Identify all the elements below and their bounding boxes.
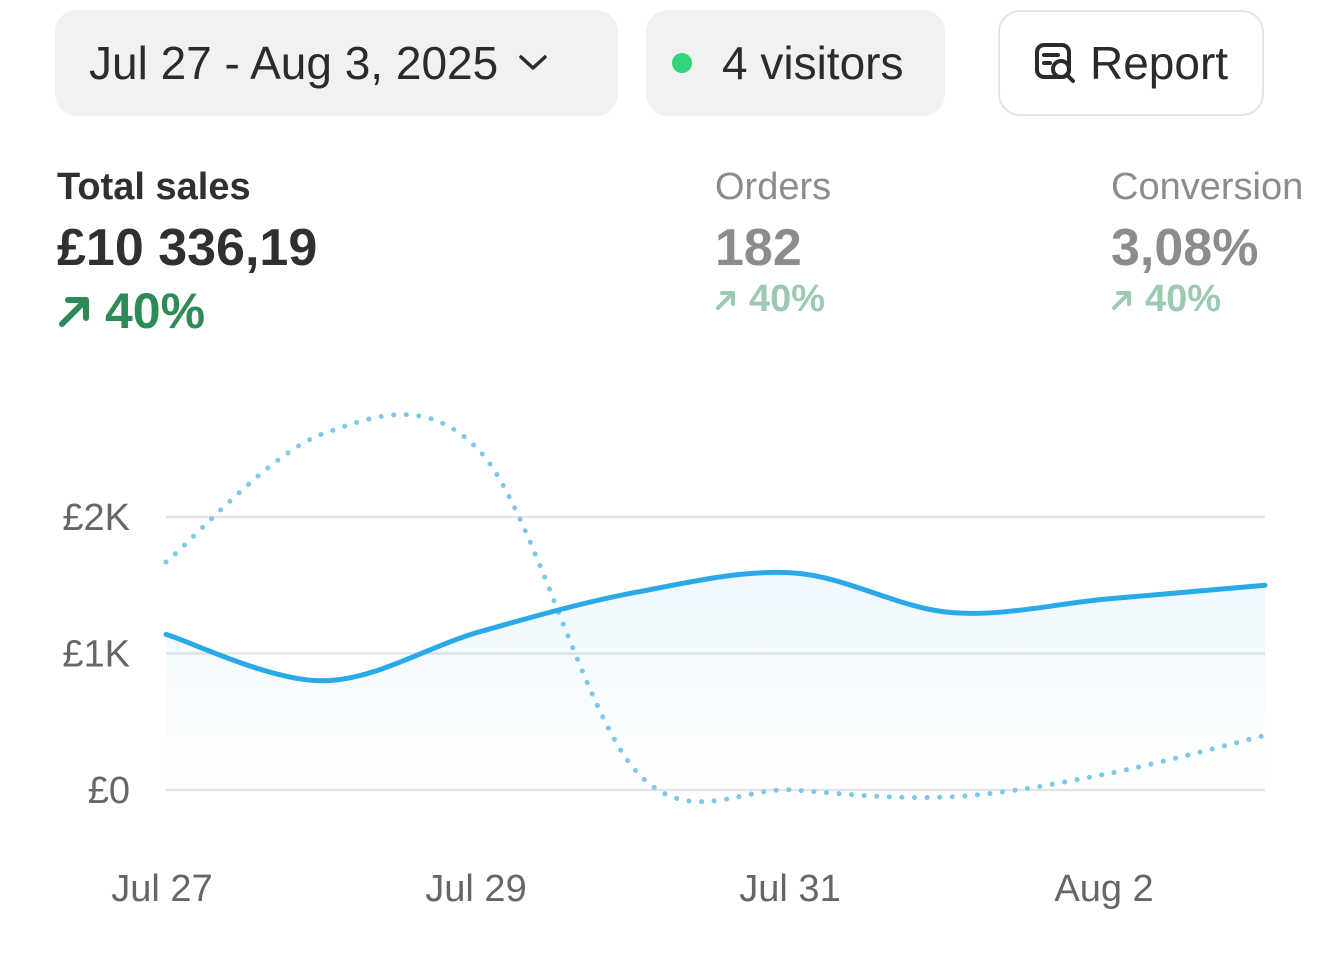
current-data-point[interactable] [317,675,329,687]
x-tick-label: Aug 2 [1054,868,1153,910]
y-tick-label: £0 [88,770,130,812]
metric-conversion[interactable]: Conversion 3,08% 40% [1111,166,1303,321]
arrow-up-right-icon [715,289,737,311]
live-visitors-button[interactable]: 4 visitors [646,10,945,116]
date-range-label: Jul 27 - Aug 3, 2025 [89,37,499,89]
y-tick-label: £1K [62,634,130,676]
x-tick-label: Jul 27 [111,868,212,910]
y-tick-label: £2K [62,497,130,539]
sales-line-chart: £2K £1K £0 Jul 27 Jul 29 Jul 31 Aug 2 [62,412,1271,910]
metric-value: 182 [715,219,802,277]
current-series-area [166,572,1265,790]
metric-total-sales[interactable]: Total sales £10 336,19 40% [57,166,317,340]
date-range-picker[interactable]: Jul 27 - Aug 3, 2025 [55,10,618,116]
metric-change-value: 40% [1145,278,1222,320]
metric-value: 3,08% [1111,219,1259,277]
metric-change-value: 40% [749,278,826,320]
comparison-data-point[interactable] [945,791,957,803]
arrow-up-right-icon [57,293,93,329]
comparison-data-point[interactable] [317,428,329,440]
report-search-icon [1034,42,1076,84]
metric-change-value: 40% [105,283,206,339]
current-data-point[interactable] [474,626,486,638]
current-data-point[interactable] [1259,579,1271,591]
report-button[interactable]: Report [998,10,1264,116]
metric-change: 40% [57,282,317,340]
current-data-point[interactable] [160,628,172,640]
visitors-label: 4 visitors [722,37,904,89]
chevron-down-icon [518,53,548,73]
metric-label: Orders [715,166,832,208]
current-data-point[interactable] [945,607,957,619]
metric-label: Total sales [57,166,251,208]
metric-label: Conversion [1111,166,1304,208]
status-dot-icon [672,53,692,73]
x-tick-label: Jul 31 [739,868,840,910]
arrow-up-right-icon [1111,289,1133,311]
metric-change: 40% [715,278,831,321]
comparison-data-point[interactable] [160,556,172,568]
current-data-point[interactable] [631,586,643,598]
current-series-line[interactable] [163,569,1268,684]
metric-orders[interactable]: Orders 182 40% [715,166,831,321]
comparison-data-point[interactable] [474,445,486,457]
current-data-point[interactable] [788,567,800,579]
x-tick-label: Jul 29 [425,868,526,910]
current-data-point[interactable] [1102,593,1114,605]
metric-value: £10 336,19 [57,219,318,277]
metric-change: 40% [1111,278,1303,321]
report-label: Report [1090,37,1229,89]
